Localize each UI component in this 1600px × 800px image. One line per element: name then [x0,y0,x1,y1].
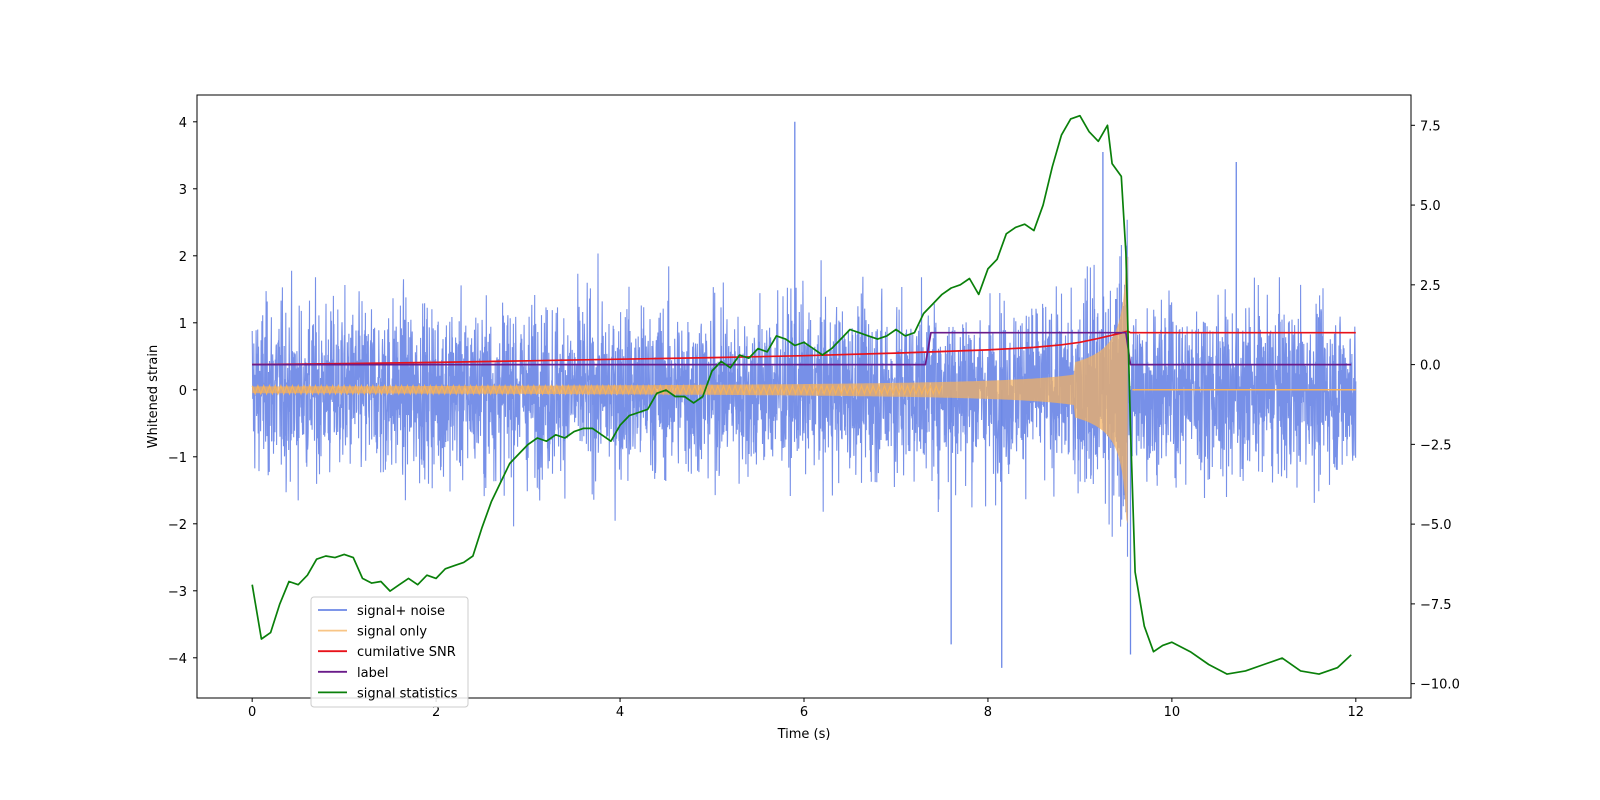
y2-tick-label: −2.5 [1420,438,1452,453]
y-axis-ticks: −4 −3 −2 −1 0 1 2 3 4 [168,116,197,667]
y2-tick-label: −10.0 [1420,678,1460,693]
y2-tick-label: 7.5 [1420,119,1441,134]
y-tick-label: 2 [179,250,187,265]
y2-tick-label: −7.5 [1420,598,1452,613]
right-axis-lines-layer [251,114,1356,675]
signal-only-layer [251,255,1356,524]
y-tick-label: 1 [179,317,187,332]
x-tick-label: 12 [1348,705,1365,720]
y2-tick-label: 5.0 [1420,199,1441,214]
y2-tick-label: 2.5 [1420,279,1441,294]
y-axis-label: Whitened strain [146,345,161,448]
y-tick-label: −2 [168,518,187,533]
legend-label: signal+ noise [357,604,445,619]
x-axis-label: Time (s) [777,727,831,742]
legend-label: cumilative SNR [357,645,456,660]
x-axis-ticks: 0 2 4 6 8 10 12 [248,698,1364,720]
signal-statistics-line [251,114,1352,675]
label-line [252,331,1352,366]
x-tick-label: 0 [248,705,256,720]
y2-tick-label: 0.0 [1420,359,1441,374]
x-tick-label: 8 [984,705,992,720]
legend: signal+ noise signal only cumilative SNR la… [310,596,469,708]
x-tick-label: 10 [1164,705,1181,720]
legend-label: signal only [357,625,427,640]
legend-box [310,596,469,708]
y-tick-label: 4 [179,116,187,131]
y-tick-label: −1 [168,451,187,466]
x-tick-label: 2 [432,705,440,720]
legend-label: label [357,666,388,681]
x-tick-label: 4 [616,705,624,720]
y-tick-label: 0 [179,384,187,399]
y-tick-label: −3 [168,585,187,600]
signal-only-line [251,384,943,396]
signal-plus-noise-line [251,219,1357,557]
y2-axis-ticks: −10.0 −7.5 −5.0 −2.5 0.0 2.5 5.0 7.5 [1411,119,1460,693]
y-tick-label: −4 [168,652,187,667]
y-tick-label: 3 [179,183,187,198]
legend-label: signal statistics [357,686,458,701]
x-tick-label: 6 [800,705,808,720]
y2-tick-label: −5.0 [1420,518,1452,533]
